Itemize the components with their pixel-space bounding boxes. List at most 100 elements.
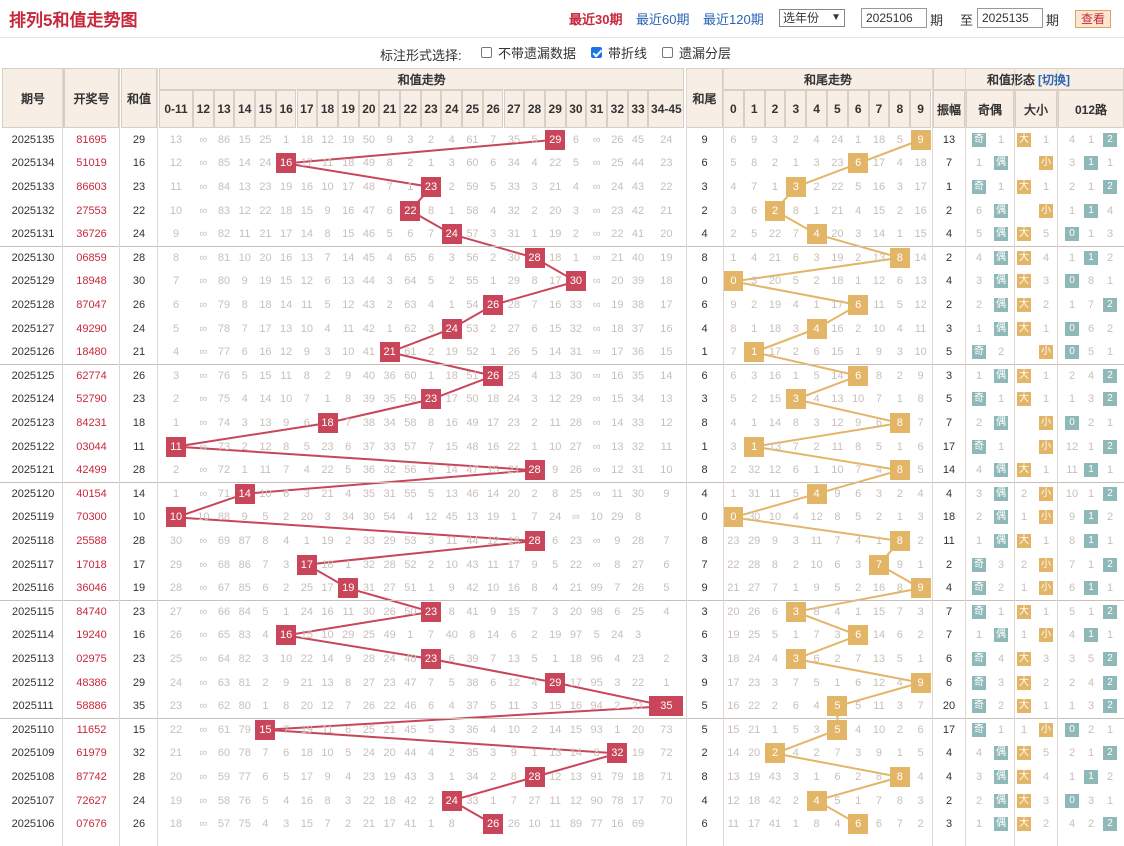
- route-miss: 3: [1087, 794, 1095, 807]
- sum-miss-cell: 9: [345, 369, 352, 382]
- option-no-missing[interactable]: 不带遗漏数据: [481, 43, 576, 62]
- sum-miss-cell: 6: [427, 251, 435, 264]
- sum-miss-cell: 80: [217, 275, 231, 288]
- tail-miss-cell: 1: [792, 157, 799, 170]
- sum-miss-cell: 1: [407, 629, 414, 642]
- range-60-link[interactable]: 最近60期: [636, 12, 690, 27]
- tail-hit-marker: 3: [785, 389, 806, 410]
- switch-link[interactable]: [切换]: [1038, 72, 1070, 87]
- oddeven-badge: 奇: [972, 132, 986, 147]
- col-period-header[interactable]: 期号: [2, 68, 64, 128]
- sum-hit-marker: 28: [524, 767, 545, 787]
- sum-miss-cell: 17: [342, 181, 355, 193]
- sum-miss-cell: 1: [303, 535, 310, 547]
- period-from-input[interactable]: 2025106: [861, 8, 927, 28]
- tail-miss-cell: 9: [917, 369, 924, 382]
- option-with-line-label: 带折线: [608, 46, 648, 61]
- col-amp-header: 振幅: [933, 90, 965, 128]
- tail-miss-cell: 5: [875, 440, 883, 453]
- sum-miss-cell: 2: [283, 582, 290, 595]
- sum-miss-cell: 8: [345, 676, 352, 689]
- draw-number-cell: 18948: [76, 275, 107, 288]
- tail-miss-cell: 1: [771, 181, 779, 193]
- sum-col-header: 0-11: [159, 90, 193, 128]
- view-button[interactable]: 查看: [1075, 10, 1111, 28]
- sum-miss-cell: 24: [660, 133, 673, 146]
- tail-miss-cell: 11: [831, 440, 844, 453]
- sum-miss-cell: 17: [321, 582, 334, 595]
- sum-miss-cell: 4: [448, 700, 455, 713]
- tail-col-header: 5: [827, 90, 848, 128]
- sum-miss-cell: 49: [466, 417, 479, 429]
- tail-miss-cell: 8: [730, 322, 737, 335]
- tail-miss-cell: 8: [896, 794, 903, 807]
- tail-miss-cell: 16: [831, 322, 844, 335]
- sum-value-cell: 29: [132, 676, 146, 689]
- sum-miss-cell: 51: [404, 582, 417, 595]
- amplitude-cell: 5: [945, 393, 953, 406]
- sum-value-cell: 18: [132, 417, 146, 429]
- tail-miss-cell: 1: [875, 535, 883, 547]
- sum-miss-cell: 8: [262, 535, 269, 547]
- option-with-line[interactable]: 带折线: [591, 43, 647, 62]
- sum-miss-cell: 7: [427, 440, 435, 453]
- sum-miss-cell: 8: [241, 299, 248, 311]
- sum-hit-marker: 24: [441, 790, 462, 811]
- oddeven-badge: 奇: [972, 604, 986, 619]
- sum-miss-cell: 55: [466, 275, 479, 288]
- sum-miss-cell: 3: [283, 558, 290, 571]
- col-bigsmall-header: 大小: [1015, 90, 1057, 128]
- tail-miss-cell: 4: [730, 181, 737, 193]
- sum-miss-cell: 4: [283, 535, 290, 547]
- bigsmall-miss: 1: [1042, 605, 1050, 618]
- sum-miss-cell: 33: [362, 535, 376, 547]
- tail-miss-cell: 2: [917, 818, 924, 831]
- oddeven-miss: 1: [997, 723, 1005, 736]
- tail-hit-marker: 6: [848, 153, 869, 174]
- tail-value-cell: 6: [701, 629, 708, 642]
- period-to-input[interactable]: 2025135: [977, 8, 1043, 28]
- sum-miss-cell: 28: [362, 653, 376, 665]
- checkbox-no-missing[interactable]: [481, 47, 492, 58]
- sum-miss-cell: 18: [300, 747, 313, 760]
- tail-hit-marker: 8: [889, 460, 910, 481]
- tail-miss-cell: 13: [914, 275, 927, 288]
- oddeven-badge: 偶: [994, 486, 1008, 501]
- sum-miss-cell: 64: [217, 653, 231, 665]
- sum-col-header: 13: [213, 90, 235, 128]
- sum-miss-cell: 9: [241, 511, 248, 524]
- range-120-link[interactable]: 最近120期: [703, 12, 764, 27]
- range-30-link[interactable]: 最近30期: [569, 12, 623, 27]
- tail-miss-cell: 6: [917, 440, 924, 453]
- sum-miss-cell: ∞: [592, 157, 601, 170]
- sum-miss-cell: 25: [362, 723, 376, 736]
- tail-miss-cell: 18: [727, 653, 740, 665]
- checkbox-with-line[interactable]: [591, 47, 602, 58]
- tail-miss-cell: 5: [917, 747, 924, 760]
- option-layered[interactable]: 遗漏分层: [662, 43, 731, 62]
- sum-miss-cell: 3: [490, 228, 497, 241]
- sum-miss-cell: 16: [549, 299, 562, 311]
- sum-miss-cell: 20: [549, 204, 562, 217]
- tail-miss-cell: 18: [768, 322, 782, 335]
- sum-value-cell: 28: [132, 771, 146, 783]
- year-select[interactable]: 选年份 ▼: [779, 9, 845, 27]
- sum-miss-cell: 18: [342, 157, 355, 170]
- sum-miss-cell: ∞: [592, 417, 601, 429]
- sum-miss-cell: 18: [660, 275, 673, 288]
- route-miss: 3: [1087, 700, 1095, 713]
- sum-miss-cell: 12: [321, 133, 334, 146]
- sum-miss-cell: 8: [324, 228, 331, 241]
- route-miss: 2: [1106, 511, 1114, 524]
- sum-miss-cell: 25: [169, 653, 183, 665]
- sum-miss-cell: 34: [342, 511, 355, 524]
- tail-miss-cell: 15: [872, 204, 886, 217]
- sum-hit-marker: 16: [276, 153, 297, 174]
- sum-miss-cell: 18: [487, 393, 500, 406]
- tail-miss-cell: 3: [896, 181, 903, 193]
- sum-miss-cell: 26: [362, 700, 376, 713]
- checkbox-layered[interactable]: [662, 47, 673, 58]
- sum-miss-cell: 1: [448, 771, 455, 783]
- route-miss: 6: [1068, 582, 1076, 595]
- sum-miss-cell: 26: [611, 133, 624, 146]
